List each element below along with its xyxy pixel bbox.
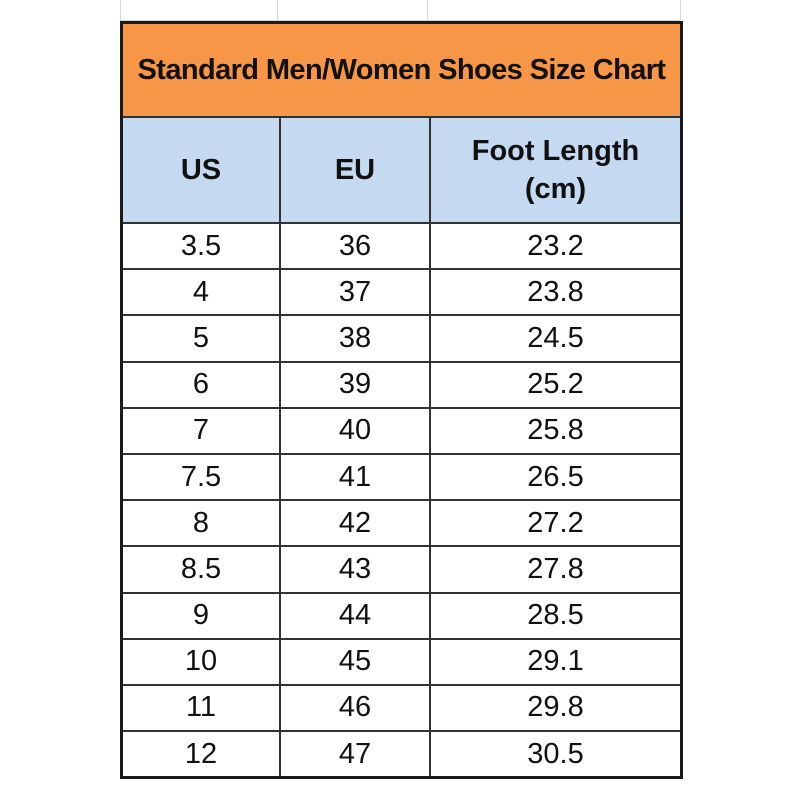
cell-us: 10 [123,638,281,686]
spreadsheet-gridline [680,0,681,20]
cell-us: 3.5 [123,223,281,271]
table-row: 8.5 43 27.8 [123,546,680,594]
table-row: 12 47 30.5 [123,731,680,777]
cell-us: 7.5 [123,453,281,502]
header-foot-length-unit: (cm) [524,173,587,205]
cell-us: 8.5 [123,546,281,594]
cell-foot-length: 27.8 [430,546,680,594]
table-row: 4 37 23.8 [123,269,680,317]
header-eu: EU [280,118,431,224]
cell-eu: 45 [280,638,431,686]
cell-eu: 38 [280,315,431,363]
cell-us: 9 [123,592,281,640]
spreadsheet-gridline [120,0,121,20]
header-row: US EU Foot Length (cm) [123,118,680,224]
table-row: 11 46 29.8 [123,684,680,733]
cell-foot-length: 29.8 [430,684,680,733]
header-foot-length: Foot Length (cm) [430,118,680,224]
cell-eu: 40 [280,407,431,455]
cell-foot-length: 30.5 [527,737,584,770]
spreadsheet-gridline [277,0,278,20]
cell-foot-length: 28.5 [430,592,680,640]
cell-foot-length: 27.2 [430,500,680,548]
header-us: US [123,118,281,224]
cell-eu: 39 [280,361,431,409]
cell-us: 5 [123,315,281,363]
cell-eu: 37 [280,269,431,317]
cell-foot-length: 23.8 [430,269,680,317]
header-foot-length-label: Foot Length [471,135,640,167]
cell-us: 6 [123,361,281,409]
table-row: 3.5 36 23.2 [123,223,680,271]
table-row: 10 45 29.1 [123,638,680,686]
table-row: 8 42 27.2 [123,500,680,548]
spreadsheet-gridline [120,0,680,21]
cell-eu: 43 [280,546,431,594]
table-row: 7 40 25.8 [123,407,680,455]
table-row: 9 44 28.5 [123,592,680,640]
cell-foot-length: 25.2 [430,361,680,409]
cell-eu: 46 [280,684,431,733]
cell-us: 11 [123,684,281,733]
cell-foot-length: 23.2 [430,223,680,271]
size-table: US EU Foot Length (cm) 3.5 36 23.2 4 37 23.8 5 3… [123,118,680,777]
cell-foot-length: 25.8 [430,407,680,455]
table-row: 5 38 24.5 [123,315,680,363]
cell-us: 8 [123,500,281,548]
table-row: 6 39 25.2 [123,361,680,409]
spreadsheet-gridline [427,0,428,20]
cell-eu: 36 [280,223,431,271]
chart-title: Standard Men/Women Shoes Size Chart [123,24,680,118]
cell-eu: 41 [280,453,431,502]
cell-eu: 44 [280,592,431,640]
cell-foot-length: 24.5 [430,315,680,363]
cell-eu: 47 [280,731,431,777]
cell-foot-length: 29.1 [430,638,680,686]
cell-us: 12 [123,731,281,777]
cell-us: 7 [123,407,281,455]
cell-us: 4 [123,269,281,317]
table-row: 7.5 41 26.5 [123,453,680,502]
size-chart: Standard Men/Women Shoes Size Chart US E… [120,21,683,780]
cell-foot-length: 26.5 [430,453,680,502]
cell-eu: 42 [280,500,431,548]
